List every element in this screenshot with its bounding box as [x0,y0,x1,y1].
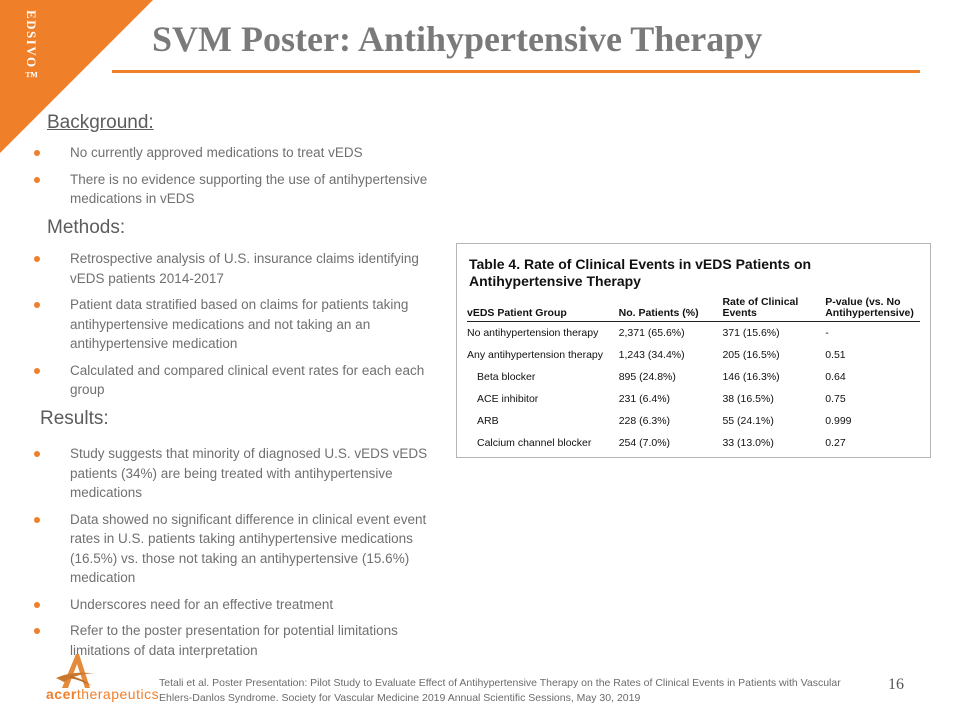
table-row: No antihypertension therapy 2,371 (65.6%… [467,322,920,344]
table-header-cell: Rate of Clinical Events [722,296,799,319]
page-number: 16 [888,676,904,693]
list-item: Patient data stratified based on claims … [34,295,439,354]
table-row: ACE inhibitor 231 (6.4%) 38 (16.5%) 0.75 [467,388,920,410]
title-underline-rule [112,70,920,73]
bullet-icon [34,451,40,457]
list-item: Calculated and compared clinical event r… [34,361,439,400]
bullet-icon [34,367,40,374]
table-cell: 0.75 [825,393,846,405]
table-cell: Any antihypertension therapy [467,349,604,361]
table-cell: 0.51 [825,349,846,361]
table-header-cell: P-value (vs. No Antihypertensive) [825,296,914,319]
table-cell: ACE inhibitor [477,393,539,405]
table-cell: 2,371 (65.6%) [618,327,685,339]
list-item: Underscores need for an effective treatm… [34,595,439,615]
bullet-icon [34,628,40,634]
bullet-icon [34,256,40,262]
table-cell: Beta blocker [477,371,536,383]
table-cell: ARB [477,415,499,427]
table-cell: 146 (16.3%) [722,371,780,383]
acer-logo-icon [56,654,96,688]
methods-heading: Methods: [47,217,126,238]
table-header-cell: vEDS Patient Group [467,307,567,319]
citation-footnote: Tetali et al. Poster Presentation: Pilot… [159,677,841,704]
table-row: Any antihypertension therapy 1,243 (34.4… [467,344,920,366]
table-cell: 55 (24.1%) [722,415,774,427]
bullet-icon [34,601,40,608]
list-item: Retrospective analysis of U.S. insurance… [34,249,439,288]
table-caption: Table 4. Rate of Clinical Events in vEDS… [469,256,812,289]
table-cell: 228 (6.3%) [618,415,671,427]
table-cell: 1,243 (34.4%) [618,349,685,361]
table-cell: 0.999 [825,415,852,427]
background-list: No currently approved medications to tre… [34,143,439,216]
company-logo-text: acertherapeutics [46,686,160,702]
table-header-row: vEDS Patient Group No. Patients (%) Rate… [467,297,920,322]
background-heading: Background: [47,112,154,133]
table-row: Beta blocker 895 (24.8%) 146 (16.3%) 0.6… [467,366,920,388]
list-item: No currently approved medications to tre… [34,143,439,163]
bullet-icon [34,516,40,523]
table-cell: Calcium channel blocker [477,437,592,449]
list-item: There is no evidence supporting the use … [34,170,439,209]
bullet-icon [34,150,40,156]
table-cell: 205 (16.5%) [722,349,780,361]
table-cell: 231 (6.4%) [618,393,671,405]
table-cell: 254 (7.0%) [618,437,671,449]
list-item: Refer to the poster presentation for pot… [34,621,439,660]
methods-list: Retrospective analysis of U.S. insurance… [34,249,439,407]
table-cell: No antihypertension therapy [467,327,599,339]
table-cell: 38 (16.5%) [722,393,774,405]
bullet-icon [34,302,40,308]
table-cell: - [825,327,829,339]
clinical-events-table: Table 4. Rate of Clinical Events in vEDS… [456,243,931,458]
brand-vertical-label: EDSIVO™ [24,10,39,86]
corner-accent-triangle [0,0,153,153]
table-row: Calcium channel blocker 254 (7.0%) 33 (1… [467,432,920,454]
results-heading: Results: [40,408,109,429]
table-cell: 895 (24.8%) [618,371,676,383]
results-list: Study suggests that minority of diagnose… [34,444,439,667]
table-cell: 33 (13.0%) [722,437,774,449]
slide-title: SVM Poster: Antihypertensive Therapy [152,19,763,59]
table-cell: 0.27 [825,437,846,449]
bullet-icon [34,176,40,183]
list-item: Data showed no significant difference in… [34,510,439,588]
table-header-cell: No. Patients (%) [618,307,699,319]
table-cell: 0.64 [825,371,846,383]
table-cell: 371 (15.6%) [722,327,780,339]
table-row: ARB 228 (6.3%) 55 (24.1%) 0.999 [467,410,920,432]
list-item: Study suggests that minority of diagnose… [34,444,439,503]
